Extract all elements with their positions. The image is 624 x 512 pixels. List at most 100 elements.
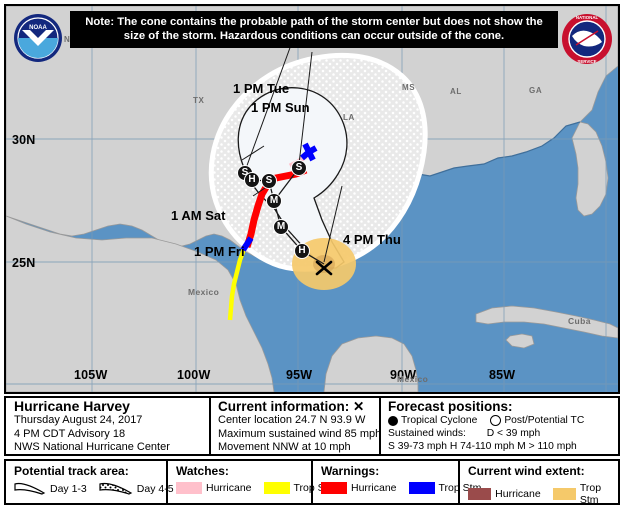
sustained-winds-label: Sustained winds:: [388, 428, 466, 440]
current-position-symbol: ✕: [353, 399, 365, 414]
current-info-block: Current information: ✕ Center location 2…: [218, 399, 381, 455]
cone-disclaimer-note: Note: The cone contains the probable pat…: [70, 11, 558, 48]
warning-tropstm-coast-east: [300, 142, 318, 162]
lat-label-25n: 25N: [12, 256, 36, 270]
lon-label-85w: 85W: [489, 368, 516, 382]
forecast-symbol-row: Tropical Cyclone Post/Potential TC: [388, 414, 584, 427]
lon-label-100w: 100W: [177, 368, 211, 382]
legend-day45-label: Day 4-5: [136, 482, 174, 495]
legend-warning-hurricane-label: Hurricane: [351, 482, 397, 494]
state-label-ms: MS: [402, 83, 416, 92]
country-label-mexico-north: Mexico: [188, 287, 220, 297]
forecast-marker-s-sun[interactable]: S: [261, 173, 277, 189]
legend-warnings-row: Hurricane Trop Stm: [321, 482, 481, 494]
swatch-windextent-hurricane: [468, 488, 492, 500]
state-label-ga: GA: [529, 86, 543, 95]
open-circle-icon: [490, 415, 502, 427]
watch-tropstm-coast: [227, 248, 247, 321]
country-label-mexico-south: Mexico: [397, 374, 429, 384]
forecast-map[interactable]: 30N 25N 105W 100W 95W 90W 85W NM TX LA M…: [4, 4, 620, 394]
swatch-watch-hurricane: [176, 482, 202, 494]
storm-agency: NWS National Hurricane Center: [14, 441, 170, 454]
state-label-al: AL: [450, 87, 462, 96]
legend-divider-3: [458, 461, 460, 503]
forecast-marker-m-sat[interactable]: M: [266, 193, 282, 209]
swatch-windextent-tropstm: [552, 488, 576, 500]
legend-wind-extent-row: Hurricane Trop Stm: [468, 482, 618, 506]
state-label-tx: TX: [193, 96, 205, 105]
legend-wind-extent-title: Current wind extent:: [468, 464, 585, 478]
d-scale-label: D < 39 mph: [486, 428, 541, 440]
nws-logo: NATIONAL SERVICE: [562, 14, 612, 64]
lon-label-90w: 90W: [390, 368, 417, 382]
forecast-positions-title: Forecast positions:: [388, 399, 513, 414]
legend-divider-2: [311, 461, 313, 503]
forecast-label-tue: 1 PM Tue: [233, 81, 290, 96]
current-center-location: Center location 24.7 N 93.9 W: [218, 414, 366, 426]
legend-warnings-title: Warnings:: [321, 464, 380, 478]
noaa-logo: NOAA: [14, 14, 62, 62]
legend-watch-hurricane-label: Hurricane: [206, 482, 252, 494]
current-info-label: Current information:: [218, 399, 350, 414]
swatch-warning-hurricane: [321, 482, 347, 494]
sustained-winds-row: Sustained winds: D < 39 mph: [388, 427, 584, 440]
info-divider-2: [379, 398, 381, 454]
wind-scale-line: S 39-73 mph H 74-110 mph M > 110 mph: [388, 441, 577, 453]
tropical-cyclone-label: Tropical Cyclone: [401, 415, 478, 426]
landmass-cuba: [475, 305, 618, 339]
legend-panel: Potential track area: Day 1-3: [4, 459, 620, 506]
map-vector-layer: [6, 6, 618, 392]
landmass-cuba-isle: [505, 333, 535, 349]
storm-title: Hurricane Harvey: [14, 398, 130, 414]
warning-hurricane-coast: [243, 166, 308, 249]
forecast-marker-h-mon[interactable]: H: [244, 172, 260, 188]
legend-windextent-tropstm-label: Trop Stm: [579, 482, 602, 506]
post-potential-label: Post/Potential TC: [504, 415, 585, 426]
legend-divider-1: [166, 461, 168, 503]
lat-label-30n: 30N: [12, 133, 36, 147]
storm-advisory: 4 PM CDT Advisory 18: [14, 427, 126, 440]
forecast-marker-m-fri[interactable]: M: [273, 219, 289, 235]
forecast-label-thu: 4 PM Thu: [343, 232, 401, 247]
info-panel: Hurricane Harvey Thursday August 24, 201…: [4, 396, 620, 456]
legend-day13-label: Day 1-3: [50, 482, 87, 495]
swatch-watch-tropstm: [263, 482, 290, 494]
svg-text:NATIONAL: NATIONAL: [576, 15, 599, 20]
cone-day13-icon: [14, 482, 46, 495]
current-max-wind: Maximum sustained wind 85 mph: [218, 427, 382, 440]
legend-watches-title: Watches:: [176, 464, 229, 478]
current-position-marker: [315, 260, 333, 276]
landmass-florida: [571, 121, 609, 217]
legend-watches-row: Hurricane Trop Stm: [176, 482, 336, 494]
filled-circle-icon: [388, 415, 398, 426]
svg-text:NOAA: NOAA: [29, 25, 47, 31]
forecast-positions-block: Forecast positions: Tropical Cyclone Pos…: [388, 399, 584, 454]
forecast-marker-h-thu[interactable]: H: [294, 243, 310, 259]
forecast-label-sat: 1 AM Sat: [171, 208, 226, 223]
legend-watches-block: Watches: Hurricane Trop Stm: [176, 464, 336, 494]
lon-label-105w: 105W: [74, 368, 108, 382]
storm-info-block: Hurricane Harvey Thursday August 24, 201…: [14, 399, 170, 455]
storm-date: Thursday August 24, 2017: [14, 414, 143, 426]
legend-windextent-hurricane-label: Hurricane: [495, 488, 541, 500]
warning-tropstm-coast-south: [240, 236, 254, 252]
legend-track-row: Day 1-3 Day 4-5: [14, 481, 174, 496]
country-label-cuba: Cuba: [568, 316, 591, 326]
legend-track-title: Potential track area:: [14, 464, 129, 478]
forecast-marker-s-inland[interactable]: S: [291, 160, 307, 176]
state-label-la: LA: [343, 113, 355, 122]
lon-label-95w: 95W: [286, 368, 313, 382]
legend-warnings-block: Warnings: Hurricane Trop Stm: [321, 464, 481, 494]
swatch-warning-tropstm: [408, 482, 435, 494]
cone-day45-icon: [99, 482, 133, 495]
landmass-mexico: [6, 215, 275, 392]
legend-wind-extent-block: Current wind extent: Hurricane Trop Stm: [468, 464, 618, 506]
forecast-label-fri: 1 PM Fri: [194, 244, 245, 259]
forecast-label-sun: 1 PM Sun: [251, 100, 310, 115]
current-movement: Movement NNW at 10 mph: [218, 441, 351, 454]
svg-text:SERVICE: SERVICE: [577, 59, 596, 64]
info-divider-1: [209, 398, 211, 454]
current-info-title: Current information: ✕: [218, 399, 381, 414]
legend-track-block: Potential track area: Day 1-3: [14, 464, 174, 496]
